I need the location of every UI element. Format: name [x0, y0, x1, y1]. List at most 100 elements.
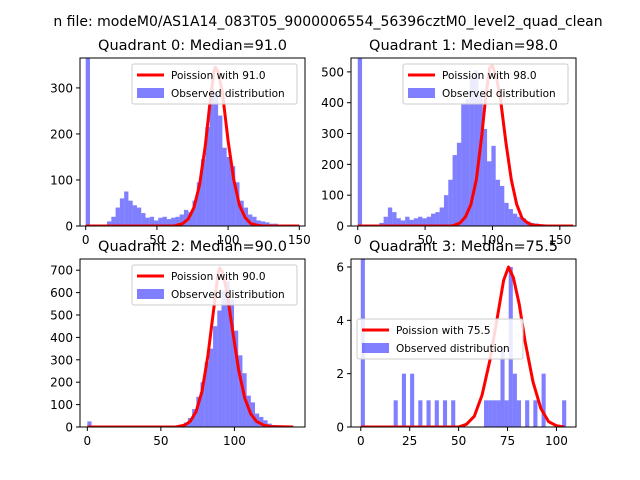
legend-box: [131, 63, 298, 105]
histogram-bar: [265, 222, 270, 226]
x-tick-label: 50: [451, 434, 466, 448]
x-tick-label: 0: [84, 434, 92, 448]
legend-bar-swatch: [137, 88, 164, 98]
histogram-bar: [504, 202, 509, 226]
x-tick-label: 100: [217, 233, 240, 247]
histogram-bar: [401, 373, 406, 427]
y-tick-label: 400: [50, 331, 73, 345]
histogram-bar: [166, 219, 172, 226]
legend-label-hist: Observed distribution: [442, 88, 556, 100]
axes-frame: [79, 57, 306, 227]
histogram-bar: [235, 182, 240, 226]
x-tick-label: 50: [417, 233, 432, 247]
legend-label-fit: Poission with 91.0: [171, 70, 266, 82]
histogram-bar: [145, 217, 150, 226]
y-tick-label: 0: [65, 220, 73, 234]
histogram-bar: [434, 400, 439, 427]
y-tick-label: 600: [50, 286, 73, 300]
y-tick-label: 0: [65, 421, 73, 435]
histogram-bar: [162, 216, 167, 226]
x-tick-label: 75: [500, 434, 515, 448]
x-tick-label: 25: [402, 434, 417, 448]
histogram-bar: [204, 362, 209, 427]
y-tick-label: 300: [50, 81, 73, 95]
legend-label-fit: Poission with 98.0: [442, 70, 537, 82]
histogram-bar: [357, 58, 363, 226]
histogram-bar: [413, 218, 419, 226]
histogram-bar: [141, 213, 146, 226]
histogram-bar: [379, 222, 384, 226]
histogram-bar: [474, 70, 479, 226]
histogram-bar: [484, 400, 489, 427]
histogram-bar: [260, 221, 266, 226]
histogram-bar: [154, 220, 159, 226]
histogram-bar: [196, 182, 202, 226]
histogram-bar: [205, 127, 210, 226]
histogram-bar: [516, 400, 522, 427]
legend-box: [131, 264, 298, 306]
histogram-bar: [238, 355, 243, 427]
chart-legend: Poission with 91.0 Observed distribution: [131, 63, 298, 105]
chart-title: Quadrant 0: Median=91.0: [98, 38, 287, 54]
histogram-bar: [426, 216, 432, 226]
chart-legend: Poission with 90.0 Observed distribution: [131, 264, 298, 306]
y-tick-label: 200: [50, 376, 73, 390]
histogram-bar: [87, 421, 92, 427]
histogram-bar: [400, 220, 406, 226]
histogram-bar: [107, 221, 112, 226]
histogram-bar: [431, 213, 436, 226]
histogram-bar: [179, 214, 184, 226]
legend-bar-swatch: [408, 88, 435, 98]
chart-legend: Poission with 75.5 Observed distribution: [356, 318, 524, 360]
x-tick-label: 100: [223, 434, 246, 448]
x-tick-label: 50: [153, 434, 168, 448]
y-tick-label: 6: [336, 261, 344, 275]
histogram-bar: [448, 179, 453, 226]
legend-label-fit: Poission with 75.5: [396, 325, 491, 337]
histogram-bar: [171, 217, 176, 226]
histogram-bar: [183, 209, 189, 226]
x-tick-label: 50: [149, 233, 164, 247]
histogram-bar: [115, 207, 120, 226]
axes-frame: [79, 258, 306, 428]
chart-panel-0: 0 50 100 150 0 100 200 300 Quadrant 0: Median=91…: [50, 38, 311, 247]
histogram-bar: [418, 400, 423, 427]
histogram-bar: [496, 400, 501, 427]
histogram-bar: [188, 212, 193, 226]
histogram-bar: [208, 348, 214, 427]
axes-frame: [350, 258, 577, 428]
chart-title: Quadrant 3: Median=75.5: [369, 239, 558, 255]
histogram-bar: [263, 420, 268, 427]
legend-label-fit: Poission with 90.0: [171, 271, 266, 283]
histogram-bar: [409, 219, 414, 226]
histogram-bar: [111, 216, 116, 226]
x-tick-label: 100: [481, 233, 504, 247]
histogram-bar: [209, 87, 214, 226]
histogram-bar: [221, 290, 226, 427]
histogram-bar: [469, 78, 475, 226]
histogram-bar: [508, 209, 513, 226]
y-tick-label: 300: [50, 353, 73, 367]
histogram-bar: [192, 200, 197, 226]
histogram-bar: [85, 58, 90, 226]
histogram-bar: [442, 400, 448, 427]
histogram-bar: [387, 207, 393, 226]
histogram-bar: [218, 115, 223, 226]
chart-title: Quadrant 2: Median=90.0: [98, 239, 287, 255]
figure-suptitle: n file: modeM0/AS1A14_083T05_9000006554_…: [53, 14, 602, 30]
histogram-bar: [500, 185, 505, 226]
histogram-bar: [392, 212, 397, 226]
y-tick-label: 100: [50, 173, 73, 187]
histogram-bar: [487, 161, 492, 226]
legend-bar-swatch: [137, 289, 164, 299]
histogram-bar: [410, 373, 415, 427]
histogram-bar: [541, 373, 546, 427]
histogram-bar: [435, 212, 440, 226]
histogram-bar: [439, 207, 444, 226]
x-tick-label: 0: [82, 233, 90, 247]
histogram-bar: [478, 94, 483, 226]
histogram-bar: [119, 198, 125, 226]
histogram-bar: [234, 330, 239, 427]
y-tick-label: 500: [321, 65, 344, 79]
